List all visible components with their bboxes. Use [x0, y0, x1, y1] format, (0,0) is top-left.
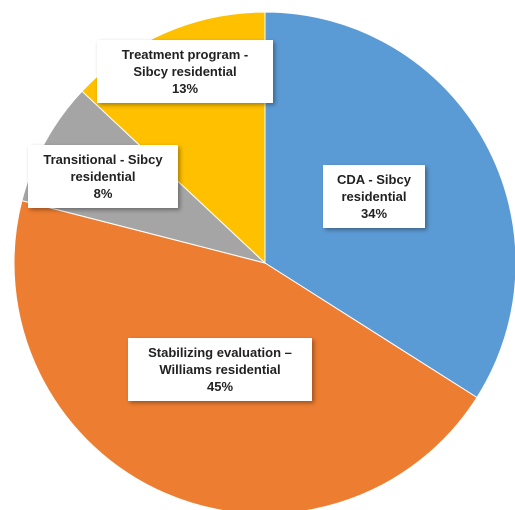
data-label: Transitional - Sibcy residential 8%	[28, 145, 178, 208]
category-label: CDA - Sibcy residential	[337, 172, 411, 204]
data-label: CDA - Sibcy residential 34%	[323, 165, 425, 228]
value-label: 8%	[93, 186, 113, 201]
value-label: 13%	[171, 81, 199, 96]
value-label: 34%	[360, 206, 388, 221]
data-label: Treatment program - Sibcy residential 13%	[97, 40, 273, 103]
category-label: Transitional - Sibcy residential	[43, 152, 163, 184]
value-label: 45%	[206, 379, 234, 394]
category-label: Stabilizing evaluation – Williams reside…	[148, 345, 292, 377]
data-label: Stabilizing evaluation – Williams reside…	[128, 338, 312, 401]
category-label: Treatment program - Sibcy residential	[121, 47, 249, 79]
